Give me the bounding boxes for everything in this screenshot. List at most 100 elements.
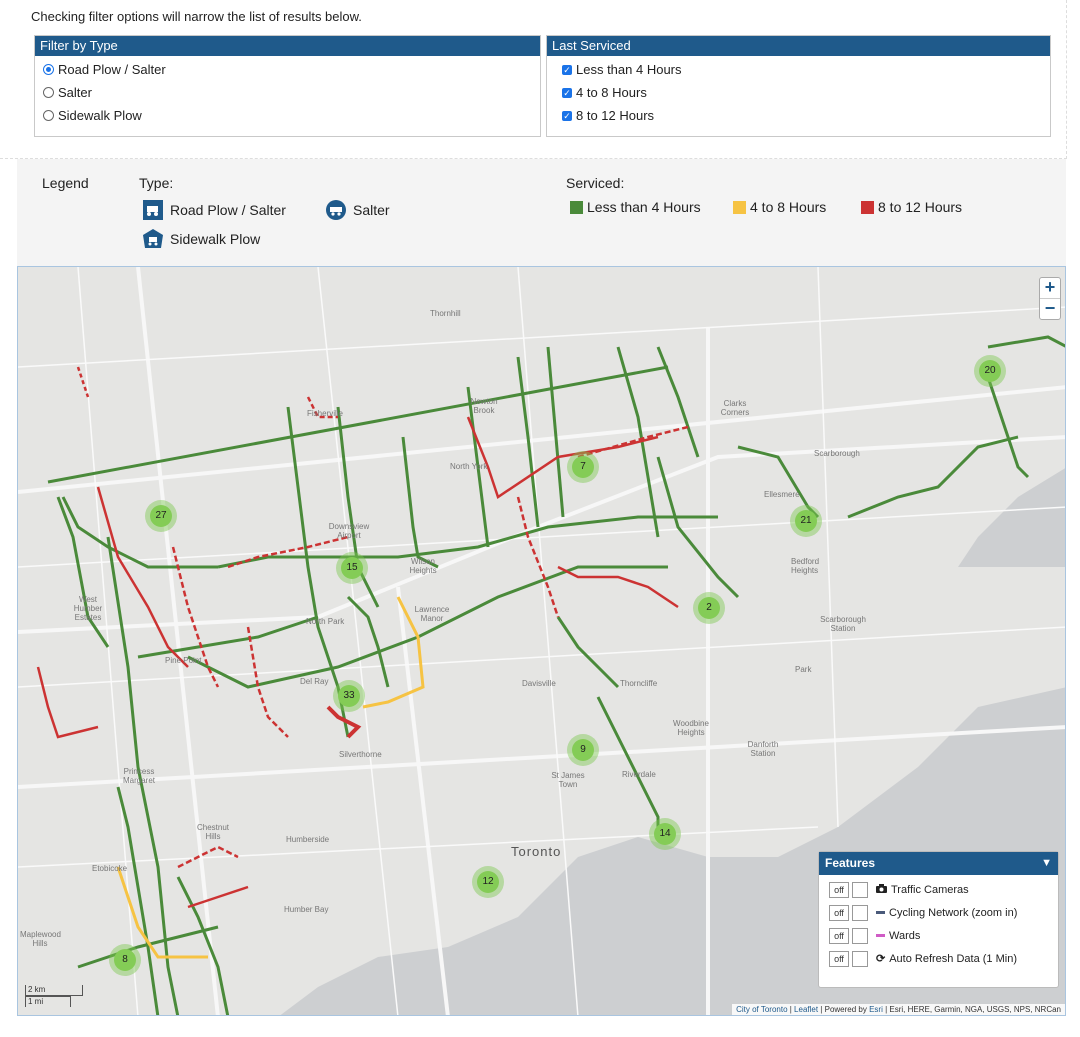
place-label: Pine Point: [165, 656, 202, 665]
features-header[interactable]: Features ▼: [819, 852, 1058, 875]
place-label: Toronto: [511, 844, 562, 859]
sidewalk-plow-icon: [143, 229, 163, 248]
zoom-out-button[interactable]: −: [1040, 298, 1060, 319]
serviced-4-8-routes: [116, 596, 425, 959]
features-panel: Features ▼ off Traffic Cameras off Cycli…: [818, 851, 1059, 988]
city-of-toronto-link[interactable]: City of Toronto: [736, 1005, 788, 1014]
place-label: Downsview Airport: [328, 522, 370, 540]
cluster-marker[interactable]: 33: [333, 680, 365, 712]
radio-selected[interactable]: [43, 64, 54, 75]
type-option-sidewalk-plow[interactable]: Sidewalk Plow: [35, 104, 540, 127]
cluster-marker[interactable]: 15: [336, 552, 368, 584]
cycling-line-icon: [876, 911, 885, 914]
serviced-option-less-4[interactable]: ✓ Less than 4 Hours: [562, 62, 682, 77]
cluster-marker[interactable]: 7: [567, 451, 599, 483]
place-label: Woodbine Heights: [673, 719, 709, 737]
cluster-marker[interactable]: 20: [974, 355, 1006, 387]
cluster-marker[interactable]: 8: [109, 944, 141, 976]
serviced-8-12-routes: [36, 366, 689, 909]
legend-type-road-plow: Road Plow / Salter: [142, 199, 286, 221]
checkbox-checked[interactable]: ✓: [562, 87, 572, 98]
cluster-marker[interactable]: 2: [693, 592, 725, 624]
place-label: Davisville: [522, 679, 556, 688]
toggle-wards[interactable]: off: [829, 927, 849, 944]
place-label: West Humber Estates: [73, 595, 103, 622]
road-plow-icon: [143, 200, 163, 220]
red-swatch: [861, 200, 874, 214]
place-label: North York: [450, 462, 488, 471]
filter-by-type-title: Filter by Type: [35, 36, 540, 56]
filter-by-type-panel: Filter by Type Road Plow / Salter Salter…: [34, 35, 541, 137]
green-swatch: [570, 200, 583, 214]
salter-icon: [326, 200, 346, 220]
legend-serviced-less-4: Less than 4 Hours: [570, 199, 701, 215]
place-label: Lawrence Manor: [414, 605, 450, 623]
serviced-option-8-12[interactable]: ✓ 8 to 12 Hours: [562, 108, 655, 123]
place-label: North Park: [306, 617, 345, 626]
legend: Legend Type: Road Plow / Salter Salter S…: [17, 159, 1066, 266]
esri-link[interactable]: Esri: [869, 1005, 883, 1014]
place-label: Etobicoke: [92, 864, 128, 873]
cluster-marker[interactable]: 27: [145, 500, 177, 532]
radio-unselected[interactable]: [43, 110, 54, 121]
toggle-track[interactable]: [852, 927, 868, 944]
toggle-track[interactable]: [852, 904, 868, 921]
collapse-triangle-icon[interactable]: ▼: [1041, 857, 1052, 869]
cluster-marker[interactable]: 21: [790, 505, 822, 537]
refresh-icon: ⟳: [876, 953, 886, 965]
place-label: Scarborough Station: [820, 615, 866, 633]
checkbox-checked[interactable]: ✓: [562, 64, 572, 75]
place-label: Thornhill: [430, 309, 461, 318]
last-serviced-title: Last Serviced: [547, 36, 1050, 56]
cluster-marker[interactable]: 14: [649, 818, 681, 850]
legend-type-sidewalk-plow: Sidewalk Plow: [142, 228, 260, 250]
zoom-control: + −: [1039, 277, 1061, 320]
place-label: Clarks Corners: [720, 399, 750, 417]
place-label: Scarborough: [814, 449, 860, 458]
cluster-marker[interactable]: 9: [567, 734, 599, 766]
toggle-auto-refresh[interactable]: off: [829, 950, 849, 967]
leaflet-link[interactable]: Leaflet: [794, 1005, 819, 1014]
place-label: Del Ray: [300, 677, 329, 686]
scale-bar: 2 km 1 mi: [25, 985, 83, 1007]
toggle-track[interactable]: [852, 881, 868, 898]
place-label: Bedford Heights: [791, 557, 820, 575]
place-label: Danforth Station: [747, 740, 779, 758]
legend-title: Legend: [42, 175, 89, 191]
place-label: Humber Bay: [284, 905, 329, 914]
wards-line-icon: [876, 934, 885, 937]
feature-row-traffic-cameras: off Traffic Cameras: [819, 878, 1058, 901]
toggle-track[interactable]: [852, 950, 868, 967]
serviced-option-4-8[interactable]: ✓ 4 to 8 Hours: [562, 85, 647, 100]
legend-type-salter: Salter: [325, 199, 390, 221]
filter-section: Checking filter options will narrow the …: [0, 0, 1067, 159]
place-label: Wilson Heights: [409, 557, 437, 575]
place-label: Princess Margaret: [122, 767, 155, 785]
place-label: Humberside: [286, 835, 330, 844]
lake-ontario-east: [958, 468, 1065, 567]
toggle-cycling-network[interactable]: off: [829, 904, 849, 921]
map-attribution: City of Toronto | Leaflet | Powered by E…: [732, 1004, 1065, 1015]
type-option-road-plow[interactable]: Road Plow / Salter: [35, 58, 540, 81]
legend-type-title: Type:: [139, 175, 174, 191]
place-label: Riverdale: [622, 770, 656, 779]
place-label: Newton Brook: [470, 397, 498, 415]
zoom-in-button[interactable]: +: [1044, 277, 1056, 297]
legend-serviced-title: Serviced:: [566, 175, 625, 191]
legend-serviced-4-8: 4 to 8 Hours: [733, 199, 826, 215]
place-label: Ellesmere: [764, 490, 800, 499]
place-label: Park: [795, 665, 812, 674]
feature-row-wards: off Wards: [819, 924, 1058, 947]
map[interactable]: Thornhill Newton Brook Clarks Corners Fi…: [17, 266, 1066, 1016]
type-option-salter[interactable]: Salter: [35, 81, 540, 104]
feature-row-cycling-network: off Cycling Network (zoom in): [819, 901, 1058, 924]
last-serviced-panel: Last Serviced ✓ Less than 4 Hours ✓ 4 to…: [546, 35, 1051, 137]
place-label: Fisherville: [307, 409, 344, 418]
toggle-traffic-cameras[interactable]: off: [829, 881, 849, 898]
cluster-marker[interactable]: 12: [472, 866, 504, 898]
radio-unselected[interactable]: [43, 87, 54, 98]
feature-row-auto-refresh: off ⟳ Auto Refresh Data (1 Min): [819, 947, 1058, 970]
checkbox-checked[interactable]: ✓: [562, 110, 572, 121]
place-label: Silverthorne: [339, 750, 382, 759]
legend-serviced-8-12: 8 to 12 Hours: [861, 199, 962, 215]
